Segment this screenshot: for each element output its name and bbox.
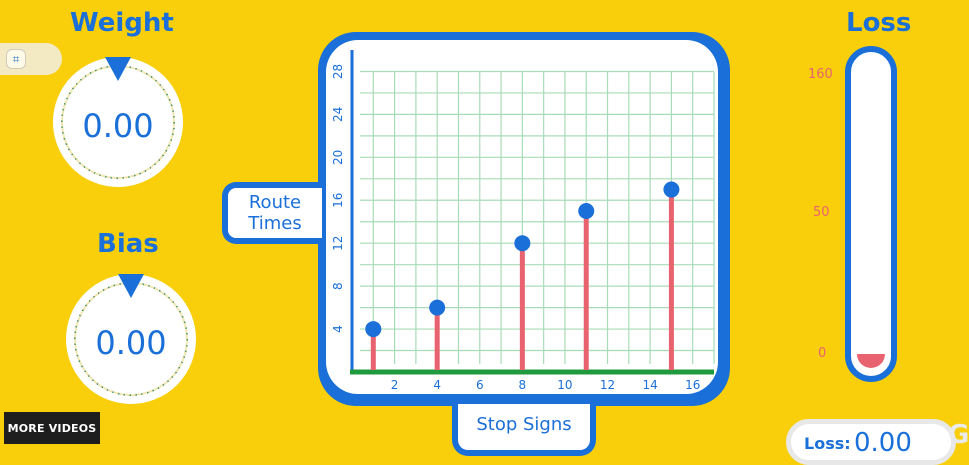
x-tick-label: 8 bbox=[519, 378, 527, 392]
loss-readout-value: 0.00 bbox=[854, 428, 912, 458]
y-axis-label-line2: Times bbox=[248, 213, 302, 234]
loss-readout: Loss: 0.00 bbox=[786, 419, 956, 465]
x-tick-label: 4 bbox=[433, 378, 441, 392]
dial-ticks bbox=[61, 65, 175, 179]
y-axis-label-line1: Route bbox=[248, 192, 302, 213]
y-tick-label: 8 bbox=[331, 282, 345, 290]
data-point bbox=[365, 321, 382, 338]
x-axis-label: Stop Signs bbox=[452, 404, 596, 456]
x-tick-label: 2 bbox=[391, 378, 399, 392]
data-point bbox=[429, 299, 446, 316]
data-point bbox=[663, 181, 680, 198]
y-tick-label: 16 bbox=[331, 193, 345, 208]
weight-marker-icon[interactable] bbox=[105, 57, 131, 81]
y-axis-label: Route Times bbox=[222, 182, 322, 244]
y-tick-label: 12 bbox=[331, 236, 345, 251]
x-tick-label: 6 bbox=[476, 378, 484, 392]
loss-fill bbox=[857, 354, 885, 368]
loss-scale-bottom: 0 bbox=[818, 346, 827, 361]
loss-title: Loss bbox=[846, 8, 912, 38]
y-tick-label: 20 bbox=[331, 150, 345, 165]
bias-dial[interactable]: 0.00 bbox=[66, 274, 196, 404]
bias-value: 0.00 bbox=[95, 324, 167, 362]
corner-logo: G bbox=[948, 420, 969, 450]
loss-scale-top: 160 bbox=[808, 67, 833, 82]
autoplay-toggle[interactable]: ⌗ bbox=[0, 43, 62, 75]
more-videos-button[interactable]: MORE VIDEOS bbox=[4, 412, 100, 444]
weight-value: 0.00 bbox=[82, 107, 154, 145]
loss-thermometer bbox=[845, 46, 897, 382]
weight-title: Weight bbox=[70, 8, 174, 38]
y-tick-label: 24 bbox=[331, 107, 345, 122]
dial-ticks bbox=[74, 282, 188, 396]
x-tick-label: 16 bbox=[685, 378, 700, 392]
y-tick-label: 28 bbox=[331, 64, 345, 79]
x-tick-label: 14 bbox=[642, 378, 657, 392]
x-tick-label: 10 bbox=[557, 378, 572, 392]
y-tick-label: 4 bbox=[331, 325, 345, 333]
focus-icon: ⌗ bbox=[6, 49, 26, 69]
weight-dial[interactable]: 0.00 bbox=[53, 57, 183, 187]
loss-scale-mid: 50 bbox=[813, 205, 830, 220]
bias-marker-icon[interactable] bbox=[118, 274, 144, 298]
data-point bbox=[514, 235, 531, 252]
data-point bbox=[578, 203, 595, 219]
bias-title: Bias bbox=[97, 229, 159, 259]
x-tick-label: 12 bbox=[600, 378, 615, 392]
loss-readout-label: Loss: bbox=[804, 434, 851, 453]
